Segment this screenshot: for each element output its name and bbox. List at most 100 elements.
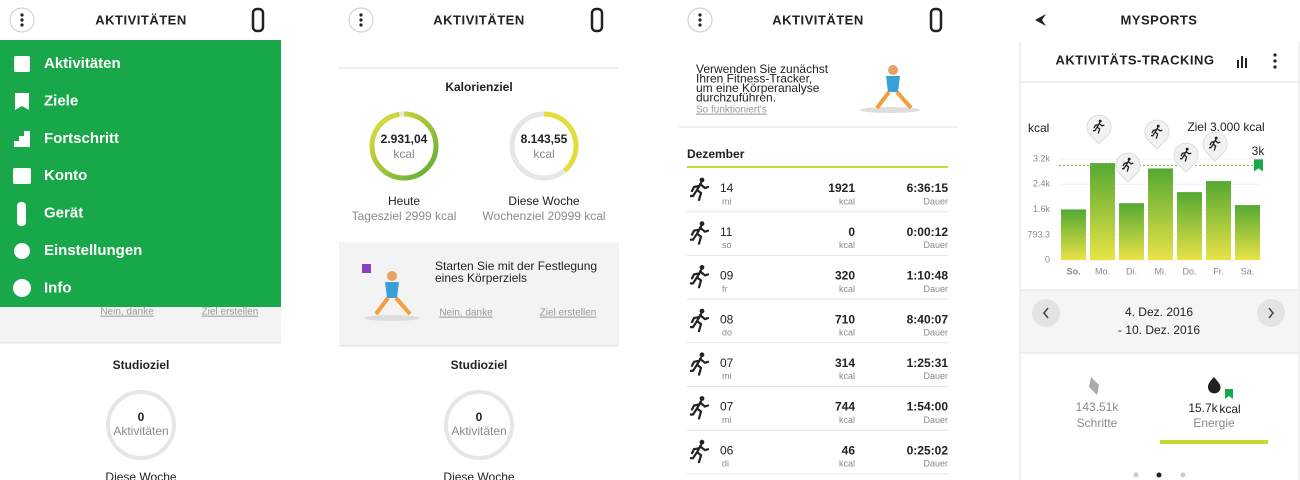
x-tick-label: Di.: [1126, 266, 1137, 276]
weekday: so: [722, 240, 732, 250]
ring-label: Heute: [388, 194, 420, 208]
day: 08: [720, 312, 734, 326]
ring-week: [509, 111, 579, 181]
drawer-icons: [13, 56, 31, 297]
duration-unit: Dauer: [923, 196, 948, 206]
y-axis-label: kcal: [1028, 121, 1049, 135]
date-to: - 10. Dez. 2016: [1118, 323, 1200, 337]
x-tick-label: Fr.: [1213, 266, 1224, 276]
y-tick-label: 793.3: [1027, 229, 1050, 239]
activity-icon: [690, 220, 710, 245]
weekday: mi: [722, 196, 732, 206]
prev-week[interactable]: [1032, 299, 1060, 327]
x-tick-label: Sa.: [1241, 266, 1255, 276]
duration: 6:36:15: [907, 181, 949, 195]
next-week[interactable]: [1257, 299, 1285, 327]
studio-title: Studioziel: [451, 358, 508, 372]
watch-icon[interactable]: [929, 7, 943, 33]
bar: [1061, 209, 1086, 260]
duration-unit: Dauer: [923, 371, 948, 381]
day: 14: [720, 181, 734, 195]
bar: [1090, 163, 1115, 260]
back-button[interactable]: [1035, 14, 1046, 26]
tab-indicator: [1160, 440, 1268, 444]
date-nav: [1021, 290, 1299, 353]
duration: 1:54:00: [907, 400, 949, 414]
ring-value: 2.931,04: [381, 132, 428, 146]
day: 06: [720, 443, 734, 457]
activity-icon: [690, 351, 710, 376]
kcal: 314: [835, 356, 855, 370]
steps-label: Schritte: [1077, 416, 1118, 430]
duration: 1:10:48: [907, 269, 949, 283]
watch-icon[interactable]: [590, 7, 604, 33]
energy-label: Energie: [1193, 416, 1235, 430]
kcal: 1921: [828, 181, 855, 195]
duration-unit: Dauer: [923, 459, 948, 469]
kcal-unit: kcal: [839, 415, 855, 425]
panel-3: [679, 7, 958, 168]
menu-item: Aktivitäten: [44, 55, 121, 72]
studio-ring: [444, 390, 514, 460]
kcal-unit: kcal: [839, 240, 855, 250]
flame-icon: [1207, 377, 1221, 394]
bar: [1206, 181, 1231, 260]
y-tick-label: 2.4k: [1033, 179, 1051, 189]
menu-button[interactable]: [687, 7, 713, 33]
chart-icon[interactable]: [1237, 56, 1247, 68]
menu-button[interactable]: [348, 7, 374, 33]
kcal-unit: kcal: [839, 196, 855, 206]
more-button[interactable]: [1273, 53, 1277, 69]
y-tick-label: 3.2k: [1033, 153, 1051, 163]
bar: [1119, 203, 1144, 260]
x-tick-label: Do.: [1182, 266, 1196, 276]
studio-count: 0: [138, 410, 145, 424]
goal-value-label: 3k: [1252, 144, 1266, 158]
studio-unit: Aktivitäten: [113, 424, 168, 438]
studio-count: 0: [476, 410, 483, 424]
x-tick-label: So.: [1066, 266, 1080, 276]
duration: 0:00:12: [907, 225, 949, 239]
ring-today: [369, 111, 439, 181]
decline-link: Nein, danke: [439, 308, 493, 319]
create-link: Ziel erstellen: [202, 307, 259, 318]
menu-item: Ziele: [44, 92, 78, 109]
card-text: Starten Sie mit der Festlegung: [435, 259, 597, 273]
card-text: Ihren Fitness-Tracker,: [696, 72, 812, 86]
panel-1: [0, 7, 281, 460]
weekday: mi: [722, 371, 732, 381]
card-text: eines Körperziels: [435, 271, 527, 285]
kcal-unit: kcal: [839, 371, 855, 381]
panel-4: [1019, 14, 1300, 480]
studio-period: Diese Woche: [105, 470, 176, 480]
create-link: Ziel erstellen: [540, 308, 597, 319]
month-title: Dezember: [687, 147, 745, 161]
activity-icon: [690, 264, 710, 289]
weekday: mi: [722, 415, 732, 425]
studio-title: Studioziel: [113, 358, 170, 372]
studio-unit: Aktivitäten: [451, 424, 506, 438]
illustration: [860, 65, 920, 113]
x-tick-label: Mo.: [1095, 266, 1110, 276]
goal-card: [339, 242, 619, 346]
menu-item: Info: [44, 279, 72, 296]
weekday: di: [722, 459, 729, 469]
drawer: [0, 40, 281, 307]
header-title: AKTIVITÄTEN: [95, 12, 186, 27]
ring-unit: kcal: [393, 147, 414, 161]
weekday: fr: [722, 284, 728, 294]
bar: [1177, 192, 1202, 260]
menu-item: Gerät: [44, 205, 83, 222]
menu-item: Konto: [44, 167, 87, 184]
duration: 8:40:07: [907, 312, 949, 326]
date-from: 4. Dez. 2016: [1125, 305, 1193, 319]
card-text: um eine Körperanalyse: [696, 81, 820, 95]
duration-unit: Dauer: [923, 415, 948, 425]
energy-unit: kcal: [1219, 402, 1240, 416]
kcal-unit: kcal: [839, 459, 855, 469]
menu-button[interactable]: [9, 7, 35, 33]
panel-2: [339, 7, 619, 460]
watch-icon[interactable]: [251, 7, 265, 33]
ring-label: Diese Woche: [508, 194, 579, 208]
